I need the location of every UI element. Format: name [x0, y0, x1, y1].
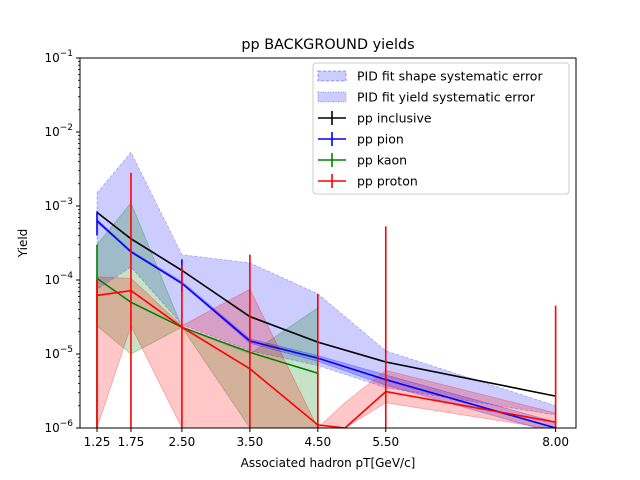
y-tick-label: 10−2: [44, 123, 73, 139]
x-tick-label: 1.25: [84, 435, 111, 449]
y-tick-label: 10−5: [44, 345, 73, 361]
x-tick-label: 5.50: [372, 435, 399, 449]
x-tick-label: 4.50: [304, 435, 331, 449]
x-tick-label: 3.50: [237, 435, 264, 449]
series-lines: [96, 172, 557, 428]
legend-label: pp inclusive: [357, 111, 432, 126]
x-axis-label: Associated hadron pT[GeV/c]: [241, 456, 416, 470]
legend-patch: [317, 91, 347, 103]
series-line-pp-proton: [96, 289, 556, 428]
legend-label: pp kaon: [357, 153, 407, 168]
x-tick-label: 1.75: [118, 435, 145, 449]
x-tick-label: 8.00: [542, 435, 569, 449]
y-tick-label: 10−1: [44, 49, 73, 65]
legend-label: PID fit shape systematic error: [357, 69, 543, 84]
y-axis: 10−6 10−5 10−4 10−3 10−2 10−1: [44, 49, 80, 435]
chart-title: pp BACKGROUND yields: [241, 37, 414, 53]
legend-patch: [317, 70, 347, 82]
y-axis-label: Yield: [16, 229, 30, 259]
legend-label: PID fit yield systematic error: [357, 90, 536, 105]
y-tick-label: 10−4: [44, 271, 73, 287]
legend-box: [312, 62, 570, 195]
y-tick-label: 10−3: [44, 197, 73, 213]
band-pp-kaon: [96, 202, 319, 428]
plot-frame: [79, 57, 577, 429]
x-tick-label: 2.50: [169, 435, 196, 449]
y-tick-label: 10−6: [44, 419, 73, 435]
legend-label: pp pion: [357, 132, 404, 147]
legend-label: pp proton: [357, 174, 418, 189]
x-axis: 1.25 1.75 2.50 3.50 4.50 5.50 8.00: [84, 428, 569, 449]
legend: PID fit shape systematic error PID fit yi…: [312, 62, 570, 195]
